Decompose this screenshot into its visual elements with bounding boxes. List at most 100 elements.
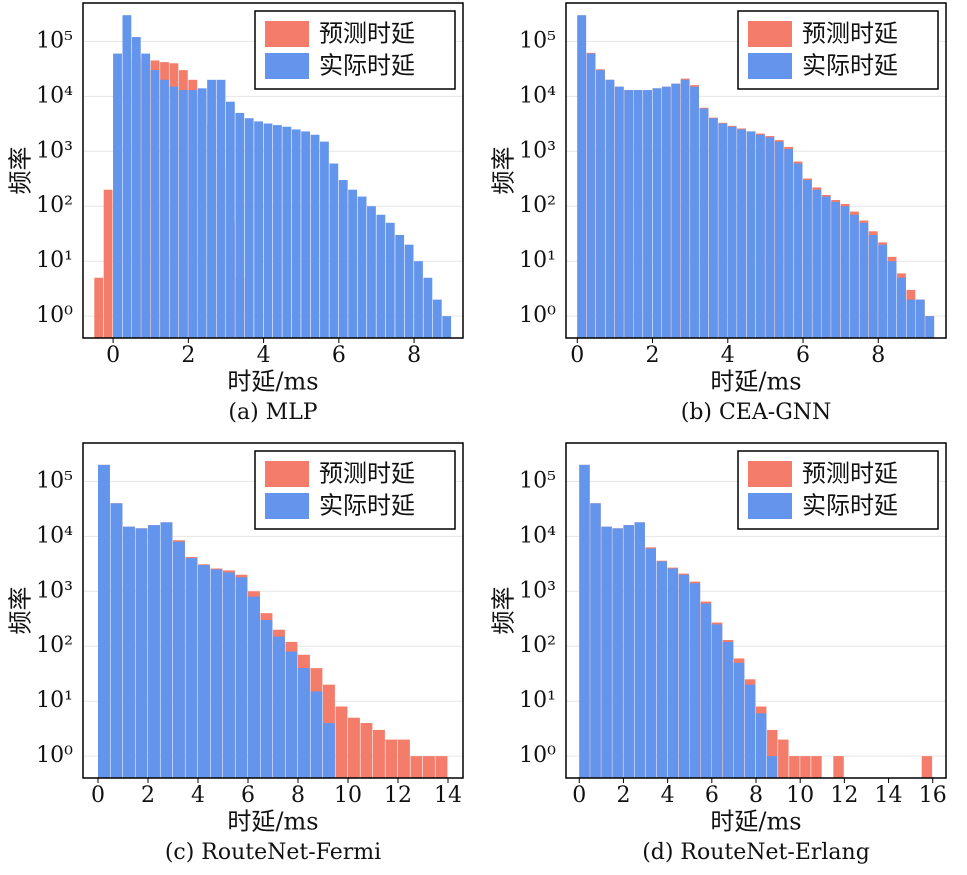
histogram-bar: [188, 90, 198, 338]
y-tick-label: 10⁵: [519, 28, 556, 53]
x-axis-label: 时延/ms: [227, 808, 318, 836]
histogram-bar: [148, 525, 160, 778]
histogram-bar: [197, 88, 207, 339]
histogram-bar: [260, 620, 273, 778]
histogram-bar: [169, 86, 179, 338]
histogram-bar: [601, 526, 612, 778]
histogram-bar: [868, 234, 878, 338]
x-tick-label: 10: [786, 783, 814, 808]
histogram-bar: [323, 723, 335, 778]
histogram-bar: [579, 464, 590, 778]
histogram-bar: [320, 141, 329, 338]
histogram-bar: [131, 37, 141, 338]
histogram-bar: [178, 90, 188, 338]
y-axis-label: 频率: [7, 147, 35, 195]
histogram-bar: [850, 214, 859, 338]
y-axis-label: 频率: [7, 587, 35, 635]
histogram-bar: [423, 277, 433, 338]
histogram-bar: [395, 234, 405, 338]
histogram-bar: [103, 189, 113, 338]
histogram-bar: [442, 316, 452, 338]
x-tick-label: 2: [616, 783, 630, 808]
histogram-bar: [633, 90, 643, 338]
histogram-bar: [263, 123, 273, 338]
histogram-bar: [612, 528, 623, 778]
histogram-bar: [348, 189, 358, 338]
histogram-bar: [235, 577, 248, 778]
histogram-bar: [367, 206, 376, 338]
histogram-bar: [357, 196, 367, 338]
histogram-bar: [689, 583, 701, 778]
legend-label: 预测时延: [319, 460, 415, 488]
y-tick-label: 10³: [36, 138, 73, 163]
y-tick-label: 10⁵: [519, 468, 556, 493]
legend-label: 实际时延: [319, 492, 415, 520]
histogram-bar: [410, 756, 423, 778]
histogram-bar: [210, 569, 223, 778]
x-tick-label: 2: [141, 783, 155, 808]
histogram-bar: [404, 244, 414, 338]
histogram-bar: [244, 118, 254, 338]
histogram-bar: [216, 79, 226, 338]
histogram-bar: [348, 717, 360, 778]
histogram-bar: [273, 636, 285, 778]
plot-frame: [82, 442, 464, 779]
legend-label: 预测时延: [319, 20, 415, 48]
y-tick-label: 10¹: [36, 248, 73, 273]
y-tick-label: 10⁵: [36, 468, 73, 493]
x-tick-label: 2: [181, 343, 195, 368]
histogram-bar: [113, 53, 122, 338]
histogram-bar: [643, 90, 652, 338]
histogram-bar: [906, 299, 916, 338]
histogram-bar: [878, 244, 888, 338]
legend-swatch: [265, 461, 309, 487]
histogram-bar: [160, 522, 173, 778]
y-tick-label: 10⁴: [519, 83, 556, 108]
legend-swatch: [748, 53, 792, 79]
x-tick-label: 6: [705, 783, 719, 808]
histogram-bar: [385, 222, 395, 338]
histogram-bar: [198, 565, 210, 778]
x-tick-label: 2: [646, 343, 660, 368]
histogram-bar: [376, 214, 386, 338]
x-tick-label: 14: [875, 783, 903, 808]
x-tick-label: 0: [570, 343, 584, 368]
caption: (d) RouteNet-Erlang: [642, 840, 870, 865]
y-tick-label: 10¹: [519, 248, 556, 273]
histogram-bar: [645, 548, 656, 778]
histogram-bar: [435, 756, 448, 778]
histogram-bar: [671, 83, 681, 338]
histogram-bar: [678, 574, 690, 778]
x-tick-label: 10: [334, 783, 362, 808]
y-tick-label: 10⁵: [36, 28, 73, 53]
histogram-bar: [273, 125, 282, 338]
histogram-bar: [756, 134, 765, 338]
histogram-bar: [661, 86, 671, 338]
y-tick-label: 10⁴: [519, 523, 556, 548]
histogram-bar: [385, 739, 398, 778]
histogram-bar: [605, 79, 615, 338]
x-tick-label: 4: [721, 343, 735, 368]
x-tick-label: 4: [191, 783, 205, 808]
histogram-bar: [150, 70, 160, 339]
x-tick-label: 14: [434, 783, 462, 808]
histogram-bar: [811, 756, 822, 778]
y-tick-label: 10²: [519, 633, 556, 658]
y-tick-label: 10³: [36, 578, 73, 603]
y-axis-label: 频率: [490, 147, 518, 195]
x-axis-label: 时延/ms: [227, 368, 318, 396]
caption: (c) RouteNet-Fermi: [165, 840, 381, 865]
x-tick-label: 8: [749, 783, 763, 808]
histogram-bar: [897, 277, 906, 338]
legend-swatch: [265, 493, 309, 519]
histogram-bar: [98, 464, 110, 778]
histogram-bar: [254, 121, 263, 338]
legend-label: 预测时延: [802, 460, 898, 488]
y-axis-label: 频率: [490, 587, 518, 635]
histogram-bar: [915, 299, 925, 338]
histogram-bar: [285, 651, 298, 778]
histogram-bar: [291, 129, 301, 338]
histogram-bar: [338, 180, 348, 338]
histogram-bar: [831, 201, 841, 338]
histogram-bar: [248, 596, 260, 778]
